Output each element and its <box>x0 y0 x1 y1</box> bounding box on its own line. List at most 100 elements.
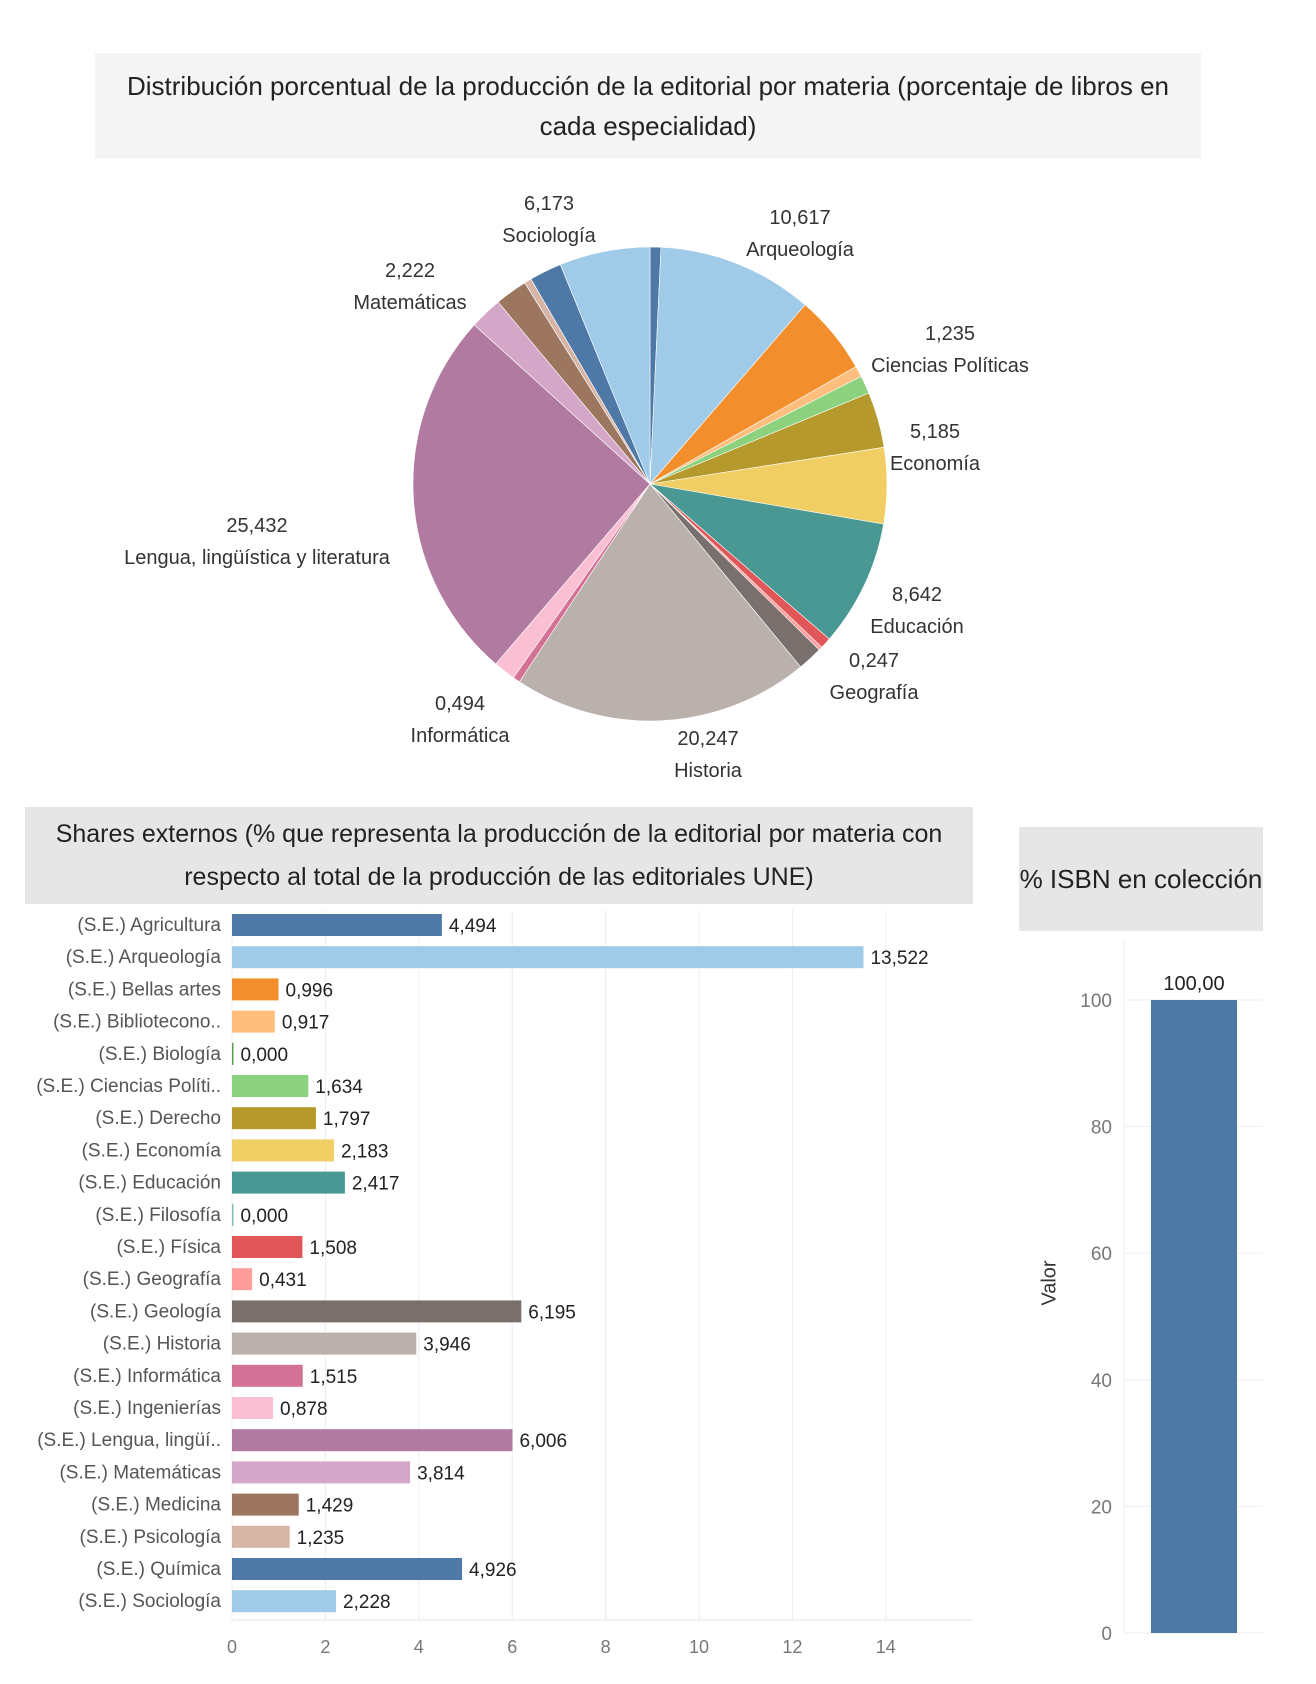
pie-value-label: 2,222 <box>384 260 436 282</box>
x-tick-label: 2 <box>320 1637 330 1657</box>
bar-value-label: 2,183 <box>341 1141 389 1162</box>
bar-value-label: 0,431 <box>259 1270 307 1291</box>
category-label: (S.E.) Geología <box>90 1301 221 1322</box>
pie-value-label: 0,247 <box>848 650 900 672</box>
bar <box>232 1268 253 1291</box>
bar <box>232 1075 309 1097</box>
bar-value-label: 6,006 <box>519 1431 567 1452</box>
x-tick-label: 4 <box>414 1637 424 1657</box>
bar-value-label: 0,000 <box>241 1206 289 1227</box>
bar <box>1151 1000 1237 1633</box>
pie-category-label: Historia <box>674 760 742 782</box>
pie-category-label: Educación <box>870 616 964 638</box>
category-label: (S.E.) Informática <box>73 1366 221 1387</box>
category-label: (S.E.) Derecho <box>95 1108 221 1129</box>
pie-slice-label: 0,247 Geografía <box>830 645 919 709</box>
bar <box>232 1236 303 1258</box>
bar-value-label: 13,522 <box>870 948 928 969</box>
bar-value-label: 1,508 <box>309 1238 357 1259</box>
category-label: (S.E.) Medicina <box>91 1495 221 1516</box>
bar <box>232 1461 411 1484</box>
bar-value-label: 4,926 <box>469 1560 517 1581</box>
pie-value-label: 20,247 <box>677 728 739 750</box>
bar-value-label: 6,195 <box>528 1302 576 1323</box>
category-label: (S.E.) Arqueología <box>66 947 222 968</box>
bar <box>232 1107 316 1130</box>
category-label: (S.E.) Biología <box>99 1044 222 1065</box>
pie-slice-label: 5,185 Economía <box>890 416 980 480</box>
category-label: (S.E.) Ingenierías <box>73 1398 221 1419</box>
pie-value-label: 25,432 <box>226 515 288 537</box>
bar-value-label: 1,797 <box>323 1109 371 1130</box>
pie-category-label: Ciencias Políticas <box>871 355 1029 377</box>
bar <box>232 1493 299 1516</box>
x-tick-label: 0 <box>227 1637 237 1657</box>
bar <box>232 1590 337 1613</box>
bar <box>232 1364 303 1387</box>
category-label: (S.E.) Ciencias Políti.. <box>36 1076 221 1097</box>
pie-value-label: 8,642 <box>891 584 943 606</box>
bar-value-label: 0,996 <box>286 980 334 1001</box>
category-label: (S.E.) Bibliotecono.. <box>53 1012 221 1033</box>
x-tick-label: 6 <box>507 1637 517 1657</box>
pie-slice <box>519 483 802 722</box>
pie-slice-label: 6,173 Sociología <box>502 188 595 252</box>
bar <box>232 1171 345 1194</box>
y-tick-label: 100 <box>1080 991 1112 1012</box>
pie-slice-label: 20,247 Historia <box>674 723 742 787</box>
bar <box>232 1397 274 1419</box>
pie-value-label: 5,185 <box>909 421 961 443</box>
pie-slice <box>412 324 651 665</box>
bar <box>232 1203 234 1226</box>
bar-value-label: 100,00 <box>1163 973 1224 995</box>
category-label: (S.E.) Bellas artes <box>68 979 221 1000</box>
pie-slice-label: 2,222 Matemáticas <box>353 255 466 319</box>
pie-category-label: Economía <box>889 453 981 475</box>
y-axis-label: Valor <box>1038 1260 1061 1306</box>
pie-category-label: Lengua, lingüística y literatura <box>124 547 390 569</box>
pie-category-label: Geografía <box>829 682 919 704</box>
bar <box>232 1139 334 1162</box>
pie-category-label: Matemáticas <box>353 292 467 314</box>
bar-value-label: 3,814 <box>417 1463 465 1484</box>
x-tick-label: 12 <box>782 1637 802 1657</box>
pie-slice-label: 25,432 Lengua, lingüística y literatura <box>124 510 390 574</box>
y-tick-label: 20 <box>1091 1497 1112 1518</box>
bar <box>232 1429 513 1452</box>
y-tick-label: 0 <box>1101 1624 1112 1645</box>
category-label: (S.E.) Matemáticas <box>59 1462 221 1483</box>
pie-slice <box>649 246 806 485</box>
category-label: (S.E.) Agricultura <box>77 915 221 936</box>
pie-category-label: Arqueología <box>746 239 854 261</box>
bar <box>232 978 279 1001</box>
bar <box>232 1042 234 1065</box>
pie-category-label: Informática <box>410 725 510 747</box>
x-tick-label: 8 <box>601 1637 611 1657</box>
bar-value-label: 2,228 <box>343 1592 391 1613</box>
pie-slice-label: 1,235 Ciencias Políticas <box>871 318 1029 382</box>
bar-value-label: 0,917 <box>282 1013 330 1034</box>
bar <box>232 1558 463 1580</box>
category-label: (S.E.) Psicología <box>80 1527 222 1548</box>
bar-value-label: 1,515 <box>310 1367 358 1388</box>
category-label: (S.E.) Física <box>116 1237 221 1258</box>
bar-value-label: 1,429 <box>306 1496 354 1517</box>
y-tick-label: 80 <box>1091 1118 1112 1139</box>
category-label: (S.E.) Lengua, lingüí.. <box>37 1430 221 1451</box>
bar-value-label: 0,000 <box>241 1045 289 1066</box>
bar-chart: 0 2 4 6 8 10 12 14 (S.E.) Agricultura 4,494 (S.E.)… <box>36 910 973 1657</box>
x-tick-label: 10 <box>689 1637 709 1657</box>
pie-value-label: 10,617 <box>769 207 831 229</box>
pie-slice-label: 0,494 Informática <box>411 688 510 752</box>
pie-slice <box>559 246 651 485</box>
pie-value-label: 1,235 <box>924 323 976 345</box>
category-label: (S.E.) Sociología <box>78 1591 221 1612</box>
category-label: (S.E.) Educación <box>78 1173 221 1194</box>
bar-value-label: 0,878 <box>280 1399 328 1420</box>
category-label: (S.E.) Química <box>96 1559 221 1580</box>
pie-category-label: Sociología <box>502 225 596 247</box>
category-label: (S.E.) Historia <box>103 1334 222 1355</box>
pie-chart-title: Distribución porcentual de la producción… <box>95 53 1201 158</box>
pie-chart <box>412 246 888 722</box>
